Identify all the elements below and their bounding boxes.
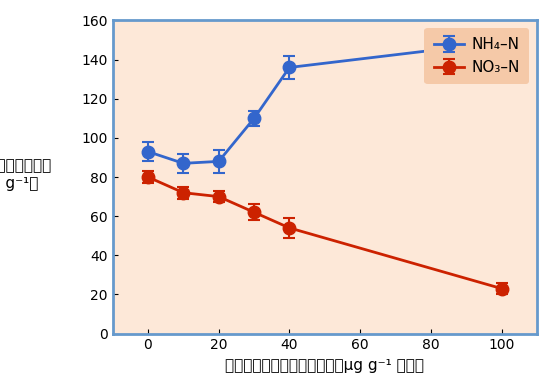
- X-axis label: 土壌中のソルゴレオン濃度（μg g⁻¹ 土壌）: 土壌中のソルゴレオン濃度（μg g⁻¹ 土壌）: [225, 358, 424, 373]
- Text: 土壌中の無機態窒素量
（μg g⁻¹）: 土壌中の無機態窒素量 （μg g⁻¹）: [0, 158, 51, 191]
- Legend: NH₄–N, NO₃–N: NH₄–N, NO₃–N: [424, 28, 529, 84]
